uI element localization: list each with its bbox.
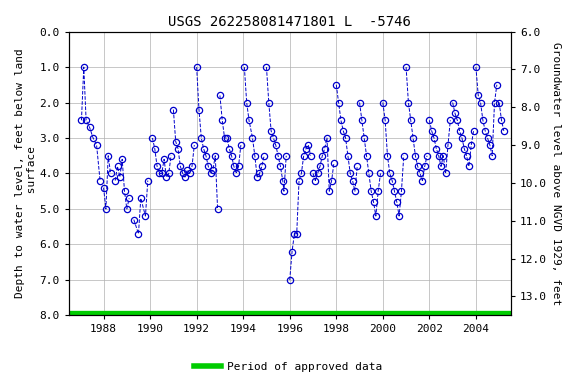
Y-axis label: Depth to water level, feet below land
 surface: Depth to water level, feet below land su… [15,49,37,298]
Legend: Period of approved data: Period of approved data [190,358,386,377]
Title: USGS 262258081471801 L  -5746: USGS 262258081471801 L -5746 [168,15,411,29]
Y-axis label: Groundwater level above NGVD 1929, feet: Groundwater level above NGVD 1929, feet [551,42,561,305]
